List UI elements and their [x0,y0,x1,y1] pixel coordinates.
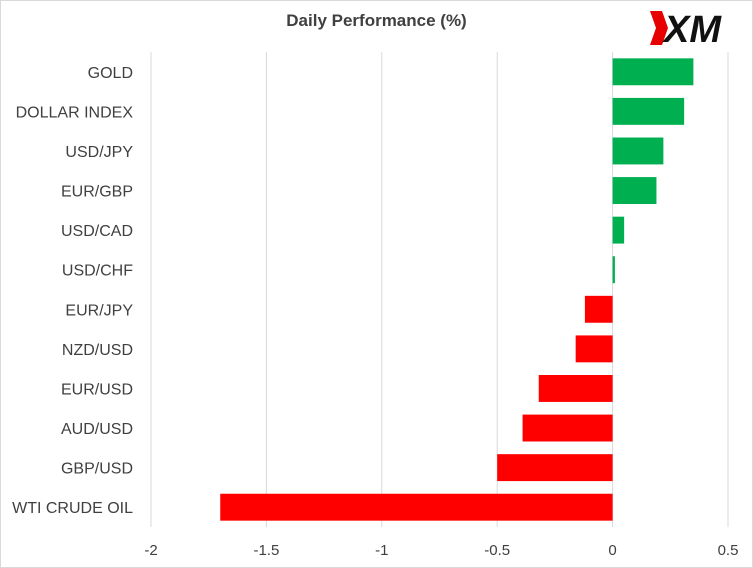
xm-logo: XM [650,9,722,48]
bar [612,97,685,125]
bar [522,414,613,442]
category-label: EUR/USD [61,381,133,398]
category-labels: GOLD DOLLAR INDEX USD/JPY EUR/GBP USD/CAD USD… [12,65,133,517]
category-label: AUD/USD [61,421,133,438]
category-label: USD/CHF [62,263,133,280]
gridlines [150,52,729,527]
category-label: WTI CRUDE OIL [12,500,133,517]
category-label: GOLD [88,65,133,82]
x-tick-labels: -2 -1.5 -1 -0.5 0 0.5 [144,542,738,559]
category-label: USD/CAD [61,223,133,240]
bar [538,375,613,402]
category-label: EUR/JPY [65,302,133,319]
logo-text: XM [662,9,722,48]
category-label: GBP/USD [61,461,133,478]
bar [612,58,694,86]
x-tick-label: 0 [608,542,616,559]
bar [497,454,613,482]
x-tick-label: -2 [144,542,157,559]
bar [612,256,615,284]
bar [612,177,657,204]
bar [612,137,664,165]
chart-title: Daily Performance (%) [286,11,467,30]
bar [584,295,613,323]
category-label: EUR/GBP [61,184,133,201]
bar [612,216,625,244]
category-label: DOLLAR INDEX [16,104,134,121]
category-label: USD/JPY [65,144,133,161]
bar [575,335,613,363]
x-tick-label: -1.5 [253,542,279,559]
category-label: NZD/USD [62,342,133,359]
bar [220,493,613,521]
x-tick-label: 0.5 [718,542,739,559]
x-tick-label: -1 [375,542,388,559]
bars [220,58,694,521]
x-tick-label: -0.5 [484,542,510,559]
